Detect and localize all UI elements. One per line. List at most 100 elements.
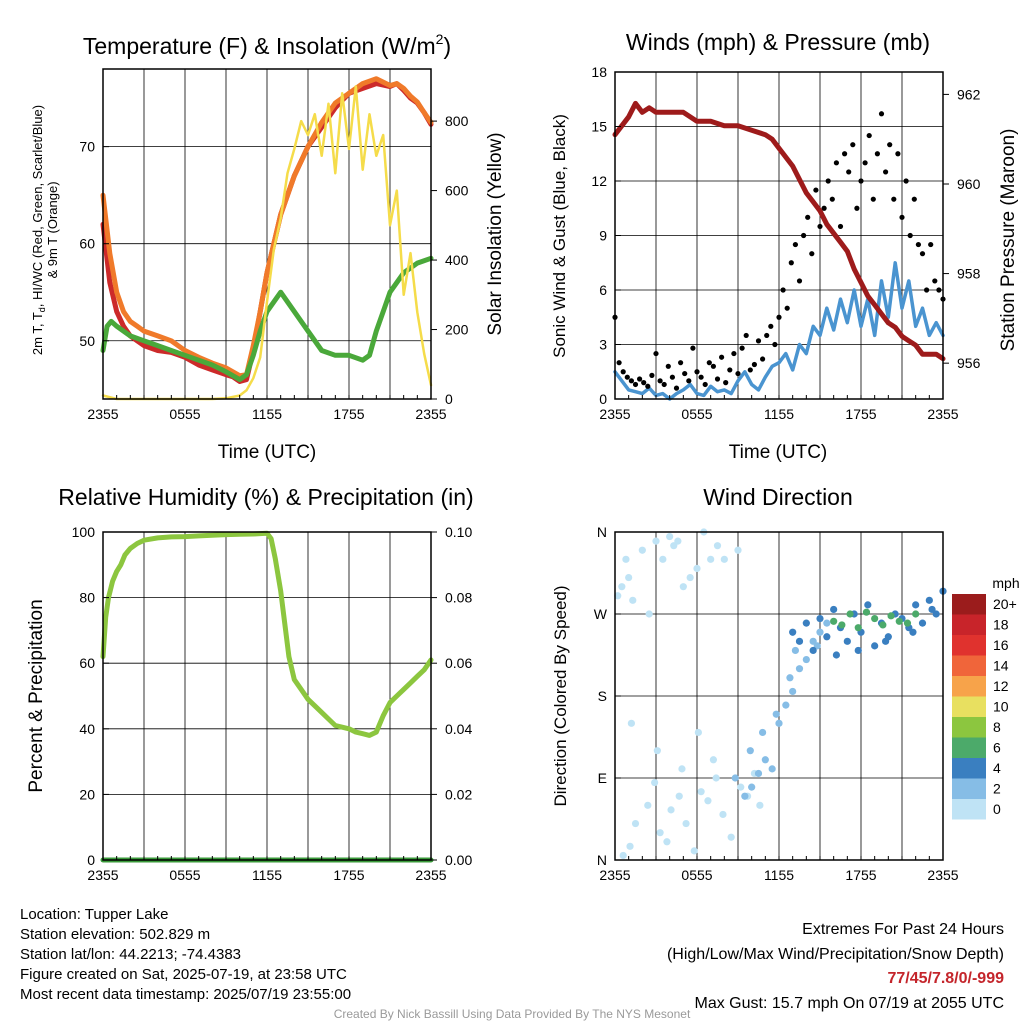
legend-swatch: [952, 676, 986, 697]
y-tick-label: 70: [79, 139, 95, 155]
data-point: [792, 241, 799, 248]
data-point: [912, 601, 920, 609]
data-point: [833, 160, 840, 166]
data-point: [628, 378, 635, 384]
x-tick-label: 0555: [681, 406, 712, 422]
temp-x-axis-label: Time (UTC): [218, 442, 317, 463]
data-point: [809, 251, 815, 257]
data-point: [780, 287, 786, 293]
data-point: [858, 178, 864, 184]
data-point: [637, 376, 643, 382]
y-tick-label: 9: [599, 228, 607, 244]
x-tick-label: 1155: [764, 406, 794, 422]
data-point: [903, 619, 912, 627]
data-point: [795, 637, 804, 645]
data-point: [669, 374, 676, 380]
data-point: [731, 350, 737, 357]
data-point: [862, 608, 871, 616]
data-point: [801, 232, 807, 239]
data-point: [690, 847, 698, 855]
data-point: [616, 360, 622, 366]
extremes-info: Extremes For Past 24 Hours (High/Low/Max…: [667, 918, 1004, 1016]
data-point: [727, 367, 733, 373]
wind-speed-color-legend: mph 20+ 18 16 14 12 10 8 6 4 2 0: [952, 575, 1020, 820]
data-point: [710, 363, 717, 369]
y2-tick-label: 960: [957, 176, 981, 192]
x-tick-label: 0555: [169, 867, 200, 883]
data-point: [651, 778, 659, 787]
data-point: [746, 747, 754, 755]
data-point: [741, 792, 749, 800]
data-point: [795, 665, 804, 673]
data-point: [614, 592, 622, 600]
legend-label: 4: [993, 760, 1001, 776]
data-point: [924, 287, 930, 293]
x-tick-label: 1755: [333, 406, 364, 422]
data-point: [772, 341, 778, 348]
data-point: [665, 363, 671, 369]
winds-pressure-chart: 2355 0555 1155 1755 235503691215189569589609…: [591, 64, 980, 422]
data-point: [625, 573, 633, 582]
data-point: [702, 381, 708, 388]
data-point: [698, 374, 704, 380]
data-point: [682, 370, 688, 377]
data-point: [837, 223, 844, 230]
data-point: [816, 628, 824, 636]
data-point: [813, 187, 819, 193]
legend-swatch: [952, 655, 986, 676]
legend-label: 12: [993, 678, 1009, 694]
y-tick-label: 12: [591, 173, 607, 189]
data-point: [618, 583, 626, 591]
svg-text:2m T, Td, HI/WC (Red, Green, S: 2m T, Td, HI/WC (Red, Green, Scarlet/Blu…: [30, 105, 47, 355]
data-point: [714, 376, 721, 382]
data-point: [645, 610, 653, 618]
data-point: [816, 614, 824, 623]
x-tick-label: 2355: [599, 867, 630, 883]
data-point: [723, 380, 729, 386]
legend-swatch: [952, 799, 986, 820]
dir-panel-title: Wind Direction: [703, 484, 853, 510]
legend-swatch: [952, 758, 986, 779]
y2-tick-label: 600: [445, 183, 469, 199]
data-point: [825, 178, 831, 184]
data-point: [789, 628, 797, 636]
data-point: [719, 810, 727, 819]
data-point: [657, 378, 663, 384]
series-strong-wind: [789, 587, 947, 659]
data-point: [862, 160, 868, 166]
extremes-values: 77/45/7.8/0/-999: [887, 970, 1004, 987]
y2-tick-label: 962: [957, 86, 981, 102]
data-point: [830, 605, 838, 614]
data-point: [846, 610, 854, 618]
data-point: [796, 278, 803, 284]
data-point: [694, 369, 700, 375]
y-tick-label: 60: [79, 236, 95, 252]
data-point: [864, 601, 872, 609]
data-point: [659, 555, 667, 563]
y-tick-label: 50: [79, 333, 95, 349]
y-tick-label: E: [598, 770, 607, 786]
data-point: [854, 646, 862, 655]
legend-swatch: [952, 635, 986, 656]
data-point: [674, 537, 682, 545]
data-point: [755, 338, 762, 344]
data-point: [909, 628, 917, 636]
x-tick-label: 0555: [169, 406, 200, 422]
data-point: [870, 196, 876, 202]
data-point: [675, 792, 683, 800]
station-latlon: Station lat/lon: 44.2213; -74.4383: [20, 946, 242, 963]
x-tick-label: 2355: [927, 867, 958, 883]
data-point: [731, 774, 739, 782]
data-point: [791, 646, 800, 655]
data-point: [843, 637, 851, 645]
x-tick-label: 1755: [333, 867, 364, 883]
y-tick-label: W: [594, 606, 608, 622]
data-point: [887, 142, 893, 148]
data-point: [679, 583, 687, 591]
y2-tick-label: 0.06: [445, 655, 472, 671]
legend-label: 10: [993, 699, 1009, 715]
data-point: [652, 537, 660, 545]
data-point: [932, 278, 938, 284]
wind-x-axis-label: Time (UTC): [729, 442, 828, 463]
